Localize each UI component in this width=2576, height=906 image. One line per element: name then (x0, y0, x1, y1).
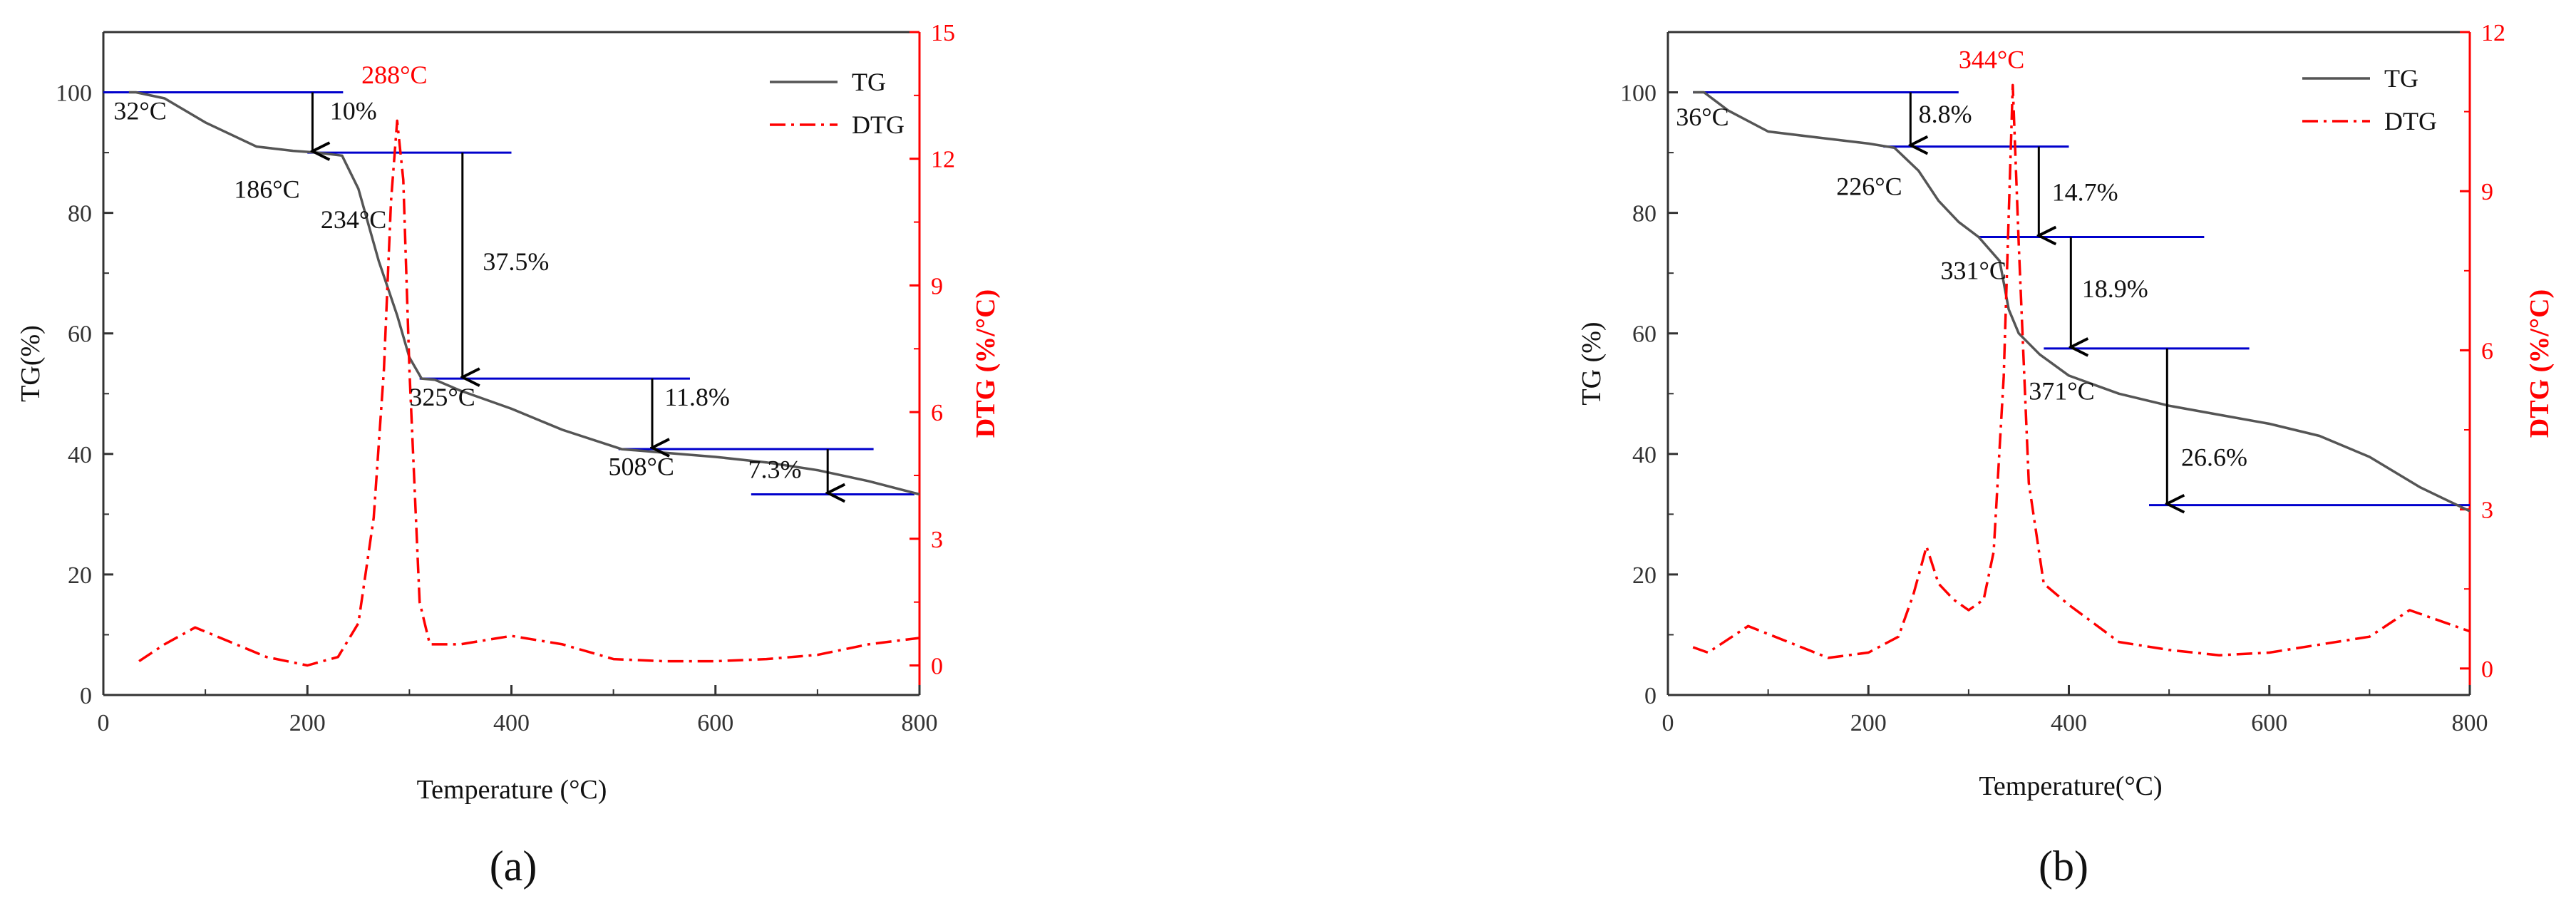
x-tick-label: 400 (2051, 710, 2087, 736)
annotation-label: 371°C (2029, 377, 2094, 406)
annotation-label: 36°C (1676, 103, 1729, 131)
x-tick-label: 0 (1662, 710, 1674, 736)
panel-b: 0 200 400 600 800 0 20 40 60 80 100 0 3 6 9 12 Temperatu… (1577, 20, 2555, 890)
y-tick-label: 100 (1620, 81, 1657, 107)
y-tick-label: 0 (80, 683, 92, 709)
x-tick-label: 800 (902, 710, 938, 736)
annotation-label: 10% (330, 97, 377, 125)
annotation-label: 508°C (608, 452, 674, 480)
annotation-label: 8.8% (1919, 100, 1972, 128)
y2-tick-label: 9 (931, 273, 943, 299)
y-axis-title: TG (%) (1577, 321, 1607, 405)
x-axis-title: Temperature(°C) (1979, 771, 2162, 801)
y2-axis-title: DTG (%/°C) (2525, 289, 2555, 438)
legend-dtg-label: DTG (2384, 107, 2437, 135)
x-axis-title: Temperature (°C) (417, 775, 607, 805)
annotation-label: 26.6% (2181, 443, 2247, 472)
dtg-series-line (138, 119, 920, 667)
x-tick-label: 200 (289, 710, 326, 736)
x-tick-label: 600 (2251, 710, 2287, 736)
panel-a: 0 200 400 600 800 0 20 40 60 80 100 0 3 6 9 12 15 Tempera… (16, 20, 1001, 890)
annotation-label: 288°C (361, 61, 427, 89)
legend-dtg-label: DTG (852, 110, 905, 139)
legend: TG DTG (2302, 64, 2437, 135)
x-tick-label: 800 (2452, 710, 2488, 736)
tg-series-line (128, 91, 920, 496)
y2-tick-label: 0 (2481, 657, 2493, 683)
y2-axis-title: DTG (%/°C) (971, 289, 1001, 438)
annotation-label: 331°C (1941, 257, 2006, 285)
y2-tick-label: 6 (931, 400, 943, 426)
legend-tg-label: TG (852, 68, 886, 96)
annotation-label: 226°C (1836, 172, 1902, 200)
y2-tick-label: 9 (2481, 179, 2493, 205)
panel-label: (b) (2039, 843, 2088, 890)
y-tick-label: 20 (1632, 562, 1657, 589)
y-tick-label: 40 (1632, 442, 1657, 468)
y2-tick-label: 15 (931, 20, 955, 46)
annotation-label: 11.8% (664, 383, 730, 411)
y2-tick-label: 12 (2481, 20, 2505, 46)
legend-tg-label: TG (2384, 64, 2418, 93)
y-tick-label: 80 (68, 201, 92, 227)
y2-tick-label: 3 (931, 527, 943, 553)
panel-label: (a) (490, 843, 537, 890)
y-tick-label: 40 (68, 442, 92, 468)
x-tick-label: 600 (697, 710, 733, 736)
annotation-label: 18.9% (2082, 274, 2148, 303)
x-tick-label: 200 (1850, 710, 1887, 736)
y2-tick-label: 6 (2481, 338, 2493, 364)
annotation-label: 32°C (113, 97, 166, 125)
annotation-label: 234°C (321, 205, 386, 234)
y-tick-label: 60 (68, 321, 92, 348)
y-tick-label: 20 (68, 562, 92, 589)
dtg-series-line (1692, 83, 2471, 659)
annotation-label: 7.3% (748, 455, 802, 484)
y2-tick-label: 12 (931, 147, 955, 173)
annotation-label: 325°C (409, 383, 475, 411)
y-tick-label: 0 (1644, 683, 1657, 709)
tg-series-line (1693, 91, 2471, 513)
x-tick-label: 400 (493, 710, 530, 736)
annotation-label: 186°C (234, 175, 299, 204)
y-tick-label: 60 (1632, 321, 1657, 348)
y-tick-label: 80 (1632, 201, 1657, 227)
y2-tick-label: 3 (2481, 498, 2493, 524)
annotation-label: 37.5% (483, 247, 549, 276)
annotation-label: 14.7% (2052, 178, 2118, 207)
y-tick-label: 100 (56, 81, 92, 107)
y-axis-title: TG(%) (16, 325, 46, 402)
legend: TG DTG (770, 68, 905, 139)
annotation-label: 344°C (1959, 46, 2024, 74)
y2-tick-label: 0 (931, 654, 943, 680)
x-tick-label: 0 (98, 710, 110, 736)
